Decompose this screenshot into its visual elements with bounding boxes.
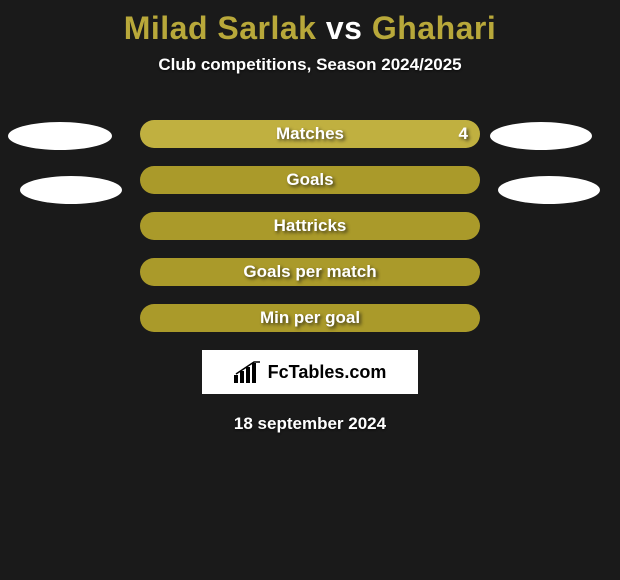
stat-row: Goals per match <box>140 258 480 286</box>
stat-value: 4 <box>459 120 468 148</box>
player2-name: Ghahari <box>372 10 496 46</box>
brand-prefix: Fc <box>268 362 289 382</box>
stat-row: Hattricks <box>140 212 480 240</box>
brand-badge: FcTables.com <box>202 350 418 394</box>
stat-label: Hattricks <box>140 212 480 240</box>
stat-row: Min per goal <box>140 304 480 332</box>
decorative-ellipse <box>490 122 592 150</box>
decorative-ellipse <box>20 176 122 204</box>
stat-label: Min per goal <box>140 304 480 332</box>
player1-name: Milad Sarlak <box>124 10 317 46</box>
brand-suffix: .com <box>344 362 386 382</box>
date-label: 18 september 2024 <box>0 414 620 434</box>
brand-main: Tables <box>289 362 345 382</box>
decorative-ellipse <box>498 176 600 204</box>
season-subtitle: Club competitions, Season 2024/2025 <box>0 55 620 75</box>
stat-label: Matches <box>140 120 480 148</box>
brand-text: FcTables.com <box>268 362 387 383</box>
stat-row: Goals <box>140 166 480 194</box>
stat-label: Goals <box>140 166 480 194</box>
bars-icon <box>234 361 262 383</box>
comparison-title: Milad Sarlak vs Ghahari <box>0 0 620 47</box>
vs-label: vs <box>326 10 363 46</box>
stat-row: Matches4 <box>140 120 480 148</box>
stat-label: Goals per match <box>140 258 480 286</box>
decorative-ellipse <box>8 122 112 150</box>
comparison-chart: Matches4 Goals Hattricks Goals per match Min… <box>0 120 620 332</box>
